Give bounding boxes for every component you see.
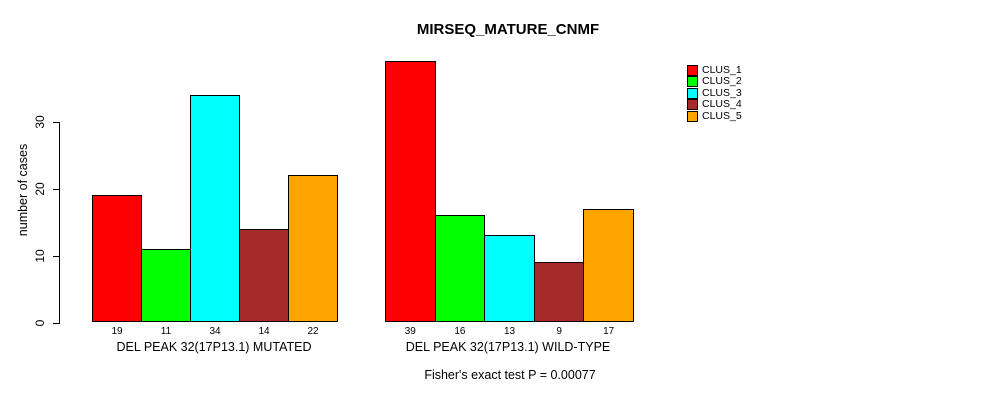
chart-title: MIRSEQ_MATURE_CNMF xyxy=(416,21,600,38)
bar-clus_4-wildtype xyxy=(533,262,585,323)
bar-value-label: 14 xyxy=(258,326,270,337)
bar-value-label: 19 xyxy=(111,326,123,337)
y-axis-line xyxy=(58,121,60,324)
bar-clus_5-mutated xyxy=(288,175,338,323)
bar-clus_1-wildtype xyxy=(385,61,436,323)
bar-value-label: 11 xyxy=(160,326,172,337)
y-tick-label: 20 xyxy=(33,181,47,196)
bar-clus_1-mutated xyxy=(92,195,142,323)
bar-value-label: 39 xyxy=(404,326,416,337)
bar-clus_5-wildtype xyxy=(583,208,634,323)
y-tick-label: 10 xyxy=(33,248,47,263)
bar-value-label: 9 xyxy=(556,326,562,337)
bar-clus_2-wildtype xyxy=(434,215,486,323)
bar-clus_3-mutated xyxy=(190,94,240,323)
y-tick-label: 30 xyxy=(33,114,47,129)
bar-clus_4-mutated xyxy=(239,228,289,323)
legend-swatch xyxy=(687,110,698,122)
fisher-test-note: Fisher's exact test P = 0.00077 xyxy=(424,368,596,382)
x-axis-label-wildtype: DEL PEAK 32(17P13.1) WILD-TYPE xyxy=(405,340,611,354)
bar-value-label: 16 xyxy=(454,326,466,337)
bar-clus_2-mutated xyxy=(141,248,191,323)
legend-swatch xyxy=(687,87,698,99)
y-tick-label: 0 xyxy=(33,319,47,326)
y-tick xyxy=(52,188,59,190)
bar-value-label: 22 xyxy=(307,326,319,337)
y-tick xyxy=(52,121,59,123)
bar-clus_3-wildtype xyxy=(484,235,535,323)
y-tick xyxy=(52,255,59,257)
legend-label: CLUS_1 xyxy=(702,63,742,76)
y-tick xyxy=(52,322,59,324)
bar-value-label: 13 xyxy=(503,326,516,337)
x-axis-label-mutated: DEL PEAK 32(17P13.1) MUTATED xyxy=(116,340,312,354)
legend-label: CLUS_5 xyxy=(702,109,742,122)
legend-label: CLUS_4 xyxy=(702,98,742,111)
legend-swatch xyxy=(687,64,698,76)
legend-swatch xyxy=(687,76,698,88)
bar-value-label: 17 xyxy=(603,326,615,337)
legend-swatch xyxy=(687,99,698,111)
y-axis-label: number of cases xyxy=(16,143,30,237)
bar-value-label: 34 xyxy=(209,326,221,337)
legend-label: CLUS_3 xyxy=(702,86,742,99)
legend-label: CLUS_2 xyxy=(702,75,742,88)
